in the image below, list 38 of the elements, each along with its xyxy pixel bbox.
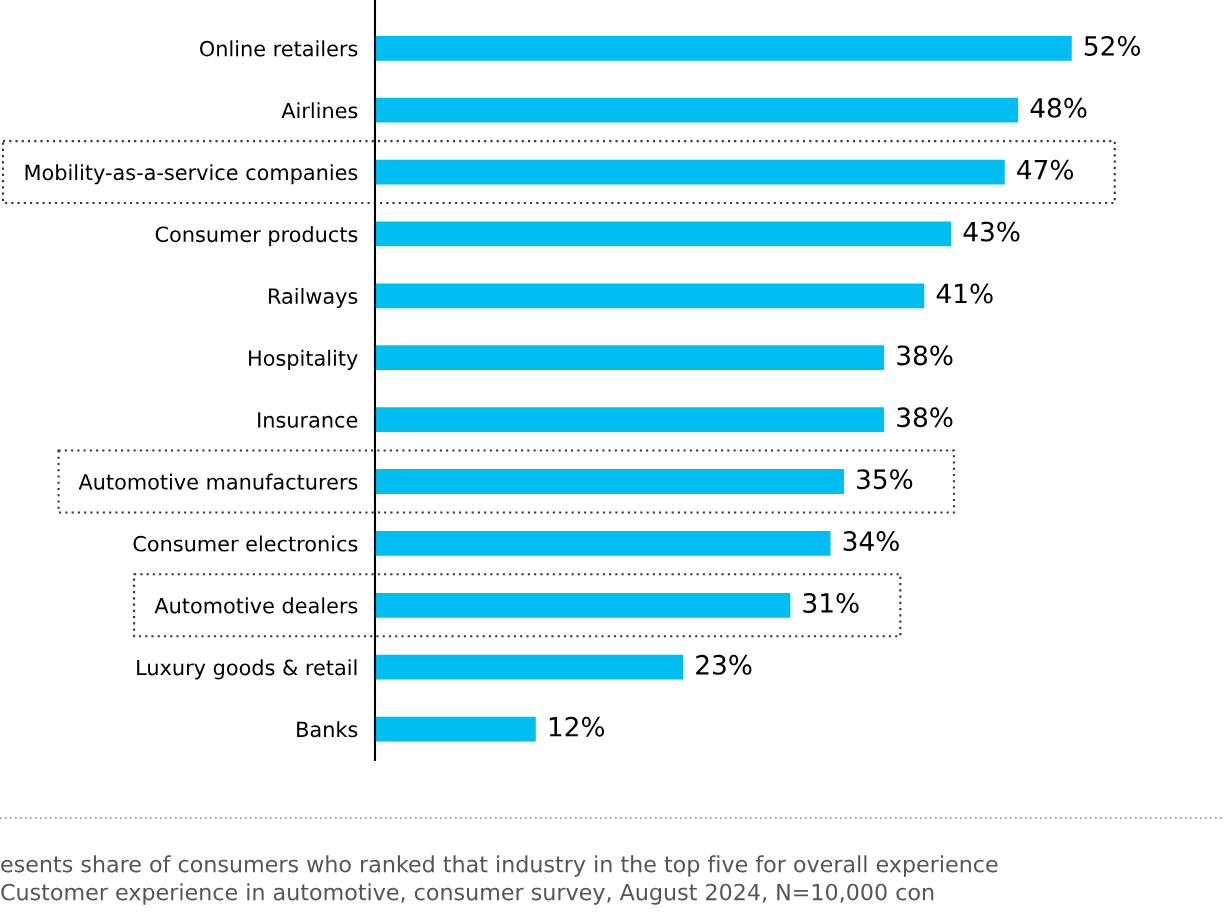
y-tick-label: Hospitality	[249, 349, 358, 370]
data-label: 47%	[1017, 159, 1074, 180]
text: Customer experience in automotive, consumer survey, August 2024, N=10,000 con	[1, 883, 934, 905]
data-label: 31%	[803, 592, 859, 613]
bar	[375, 469, 844, 494]
text: esents share of consumers who ranked that industry in the top five for overall experience	[1, 855, 998, 877]
data-label: 34%	[843, 531, 899, 552]
data-label: 48%	[1030, 97, 1087, 118]
bar	[375, 97, 1019, 123]
data-label: 23%	[696, 654, 752, 675]
bar	[375, 345, 885, 371]
data-label: 35%	[857, 469, 913, 490]
bar	[375, 407, 885, 432]
y-tick-label: Online retailers	[200, 40, 358, 57]
data-label: 43%	[963, 221, 1020, 242]
y-tick-label: Airlines	[281, 102, 358, 119]
y-tick-label: Railways	[269, 287, 358, 309]
data-label: 52%	[1084, 35, 1141, 56]
y-tick-label: Automotive dealers	[154, 597, 358, 614]
bar	[375, 592, 791, 618]
data-label: 12%	[549, 716, 605, 737]
y-tick-label: Consumer products	[155, 226, 358, 247]
data-label: 38%	[897, 345, 953, 366]
y-tick-label: Banks	[297, 721, 358, 738]
bar	[375, 531, 831, 556]
bar	[375, 35, 1072, 61]
data-label: 38%	[897, 407, 953, 428]
y-tick-label: Consumer electronics	[133, 535, 358, 552]
y-tick-label: Mobility-as-a-service companies	[25, 164, 358, 185]
y-tick-label: Luxury goods & retail	[137, 659, 357, 680]
bar	[375, 283, 925, 309]
bar	[375, 716, 536, 742]
data-label: 41%	[936, 283, 993, 304]
y-tick-label: Insurance	[258, 412, 358, 428]
bar	[375, 159, 1005, 185]
bar	[375, 654, 684, 680]
bar	[375, 221, 952, 247]
y-tick-label: Automotive manufacturers	[78, 473, 358, 490]
